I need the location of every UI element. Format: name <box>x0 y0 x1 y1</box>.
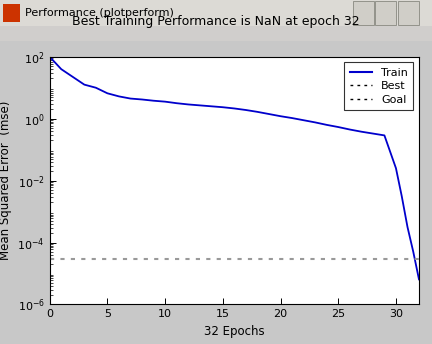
FancyBboxPatch shape <box>375 1 396 24</box>
Text: □: □ <box>382 8 391 17</box>
Text: Performance (plotperform): Performance (plotperform) <box>25 8 174 18</box>
FancyBboxPatch shape <box>353 1 374 24</box>
Text: Best Training Performance is NaN at epoch 32: Best Training Performance is NaN at epoc… <box>72 15 360 29</box>
Text: —: — <box>359 8 368 17</box>
FancyBboxPatch shape <box>398 1 419 24</box>
Y-axis label: Mean Squared Error  (mse): Mean Squared Error (mse) <box>0 101 12 260</box>
Legend: Train, Best, Goal: Train, Best, Goal <box>344 62 413 110</box>
Bar <box>3 4 20 22</box>
X-axis label: 32 Epochs: 32 Epochs <box>204 325 265 338</box>
Text: ✕: ✕ <box>405 8 413 17</box>
